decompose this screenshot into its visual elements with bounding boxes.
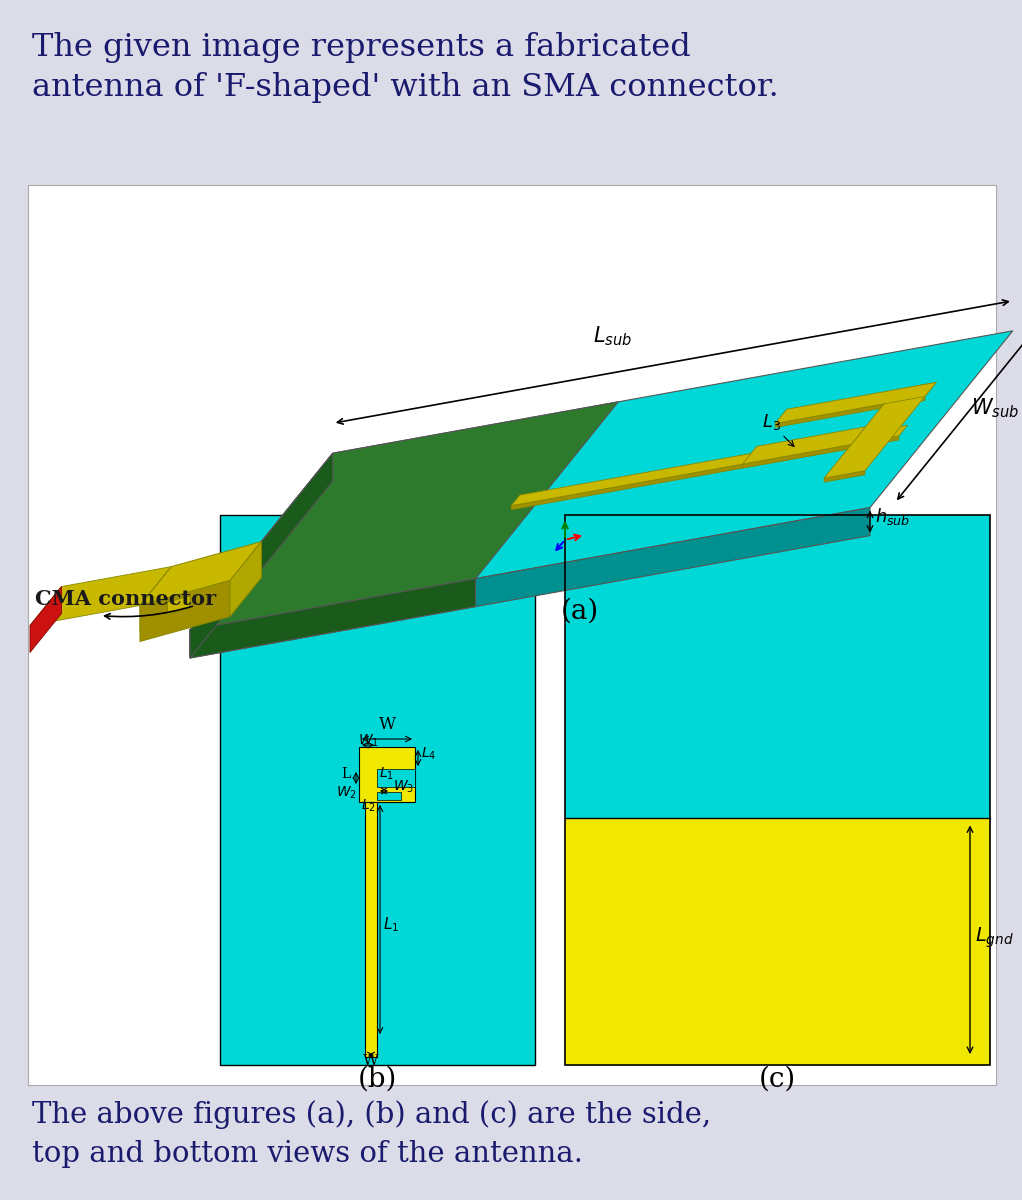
Text: W: W: [378, 716, 396, 733]
Text: The given image represents a fabricated: The given image represents a fabricated: [32, 32, 691, 62]
Polygon shape: [190, 578, 475, 658]
Text: $L_1$: $L_1$: [383, 916, 400, 934]
Text: $W_3$: $W_3$: [393, 779, 414, 796]
Polygon shape: [742, 427, 866, 464]
Bar: [565, 515, 990, 817]
Text: $L_4$: $L_4$: [421, 746, 436, 762]
Bar: [365, 802, 377, 1057]
Text: $W_1$: $W_1$: [358, 733, 378, 749]
Bar: [377, 792, 401, 800]
Polygon shape: [140, 566, 172, 632]
Polygon shape: [511, 436, 898, 510]
Text: top and bottom views of the antenna.: top and bottom views of the antenna.: [32, 1140, 583, 1168]
Polygon shape: [190, 331, 1013, 630]
Polygon shape: [190, 402, 618, 630]
Text: $L_{gnd}$: $L_{gnd}$: [975, 925, 1014, 949]
Polygon shape: [230, 541, 262, 617]
Polygon shape: [742, 444, 851, 468]
Bar: [565, 515, 990, 1066]
Text: $L_2$: $L_2$: [361, 798, 375, 815]
Polygon shape: [190, 454, 333, 658]
Polygon shape: [190, 508, 870, 658]
Polygon shape: [776, 396, 925, 427]
Text: $L_{sub}$: $L_{sub}$: [593, 324, 632, 348]
Polygon shape: [30, 566, 172, 625]
Bar: [359, 746, 415, 802]
Text: $W_{sub}$: $W_{sub}$: [971, 396, 1020, 420]
Text: antenna of 'F-shaped' with an SMA connector.: antenna of 'F-shaped' with an SMA connec…: [32, 72, 779, 103]
Text: $L_1$: $L_1$: [379, 766, 393, 782]
Text: L: L: [341, 767, 351, 781]
Text: W: W: [363, 1054, 379, 1068]
Polygon shape: [824, 470, 865, 482]
Polygon shape: [776, 383, 936, 424]
Polygon shape: [168, 596, 190, 614]
Text: (a): (a): [561, 598, 599, 625]
Text: The above figures (a), (b) and (c) are the side,: The above figures (a), (b) and (c) are t…: [32, 1100, 711, 1129]
Polygon shape: [140, 581, 230, 642]
Text: (b): (b): [358, 1066, 398, 1093]
Bar: [377, 769, 415, 787]
Polygon shape: [30, 587, 61, 653]
Bar: [28, 185, 996, 1085]
Text: $h_{sub}$: $h_{sub}$: [875, 505, 911, 527]
Text: $L_3$: $L_3$: [761, 413, 781, 432]
Polygon shape: [824, 383, 936, 478]
Text: (c): (c): [759, 1066, 796, 1093]
Text: $W_2$: $W_2$: [336, 785, 357, 802]
Bar: [565, 817, 990, 1066]
Polygon shape: [511, 425, 908, 505]
Bar: [220, 515, 535, 1066]
Text: CMA connector: CMA connector: [35, 589, 216, 610]
Polygon shape: [140, 541, 262, 606]
Polygon shape: [190, 454, 333, 658]
